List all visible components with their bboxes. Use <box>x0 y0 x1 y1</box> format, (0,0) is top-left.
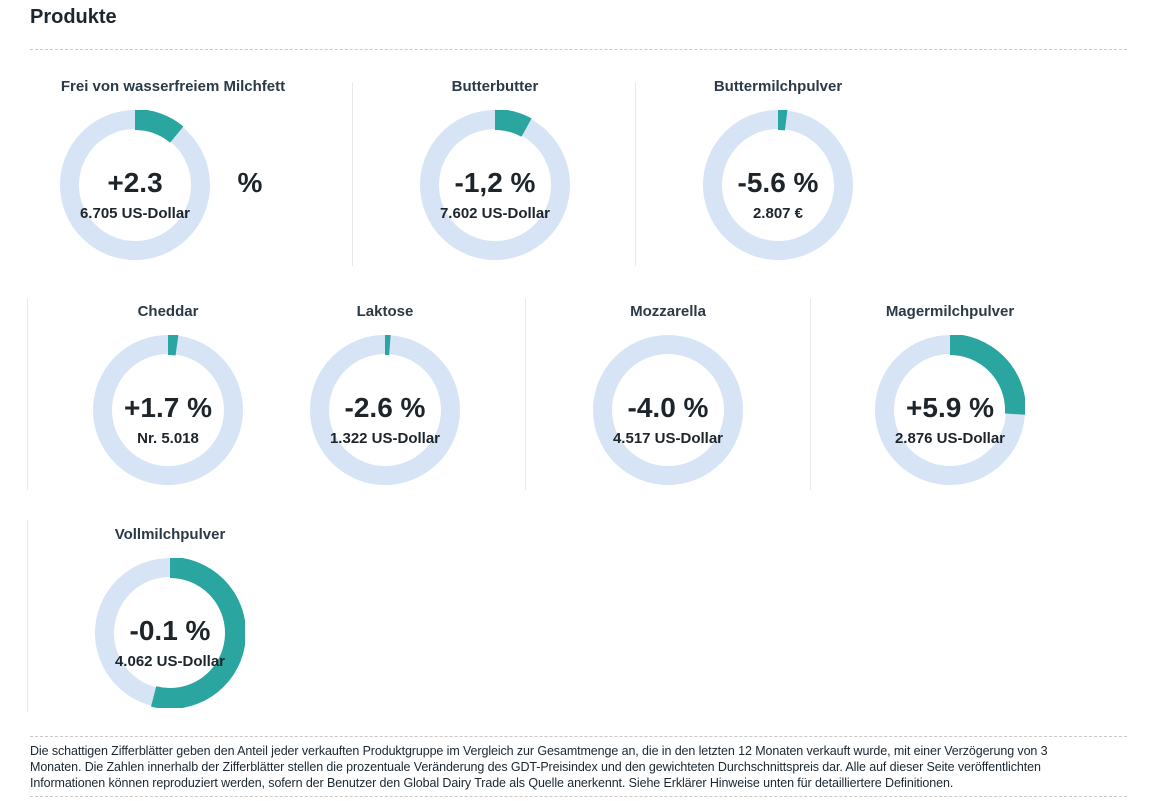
product-card: Mozzarella -4.0 % 4.517 US-Dollar <box>593 303 743 485</box>
donut-chart <box>703 110 853 260</box>
footnote-line: Informationen können reproduziert werden… <box>30 776 954 790</box>
donut-ring-background <box>593 335 743 485</box>
donut-chart <box>95 558 245 708</box>
product-name: Buttermilchpulver <box>713 78 843 95</box>
product-card: Laktose -2.6 % 1.322 US-Dollar <box>310 303 460 485</box>
average-price: 2.807 € <box>752 205 804 222</box>
product-name: Laktose <box>356 303 414 320</box>
product-card: Butterbutter -1,2 % 7.602 US-Dollar <box>420 78 570 260</box>
product-card: Vollmilchpulver -0.1 % 4.062 US-Dollar <box>95 526 245 708</box>
product-name: Mozzarella <box>630 303 706 320</box>
donut-chart <box>420 110 570 260</box>
footnote-line: Die schattigen Zifferblätter geben den A… <box>30 744 1048 758</box>
product-name: Frei von wasserfreiem Milchfett <box>60 78 286 95</box>
donut-share-arc <box>310 335 460 485</box>
separator-line <box>810 298 811 490</box>
separator-line <box>525 298 526 490</box>
donut-chart <box>93 335 243 485</box>
price-change-value: -0.1 % <box>129 615 211 646</box>
footer-dashed-divider <box>30 736 1127 737</box>
price-change-value: -1,2 % <box>454 167 536 198</box>
product-card: Magermilchpulver +5.9 % 2.876 US-Dollar <box>875 303 1025 485</box>
average-price: 4.517 US-Dollar <box>612 430 724 447</box>
footnote-line: Monaten. Die Zahlen innerhalb der Ziffer… <box>30 760 1041 774</box>
product-name: Vollmilchpulver <box>114 526 226 543</box>
product-name: Magermilchpulver <box>885 303 1015 320</box>
donut-share-arc <box>703 110 853 260</box>
donut-share-arc <box>95 558 245 708</box>
price-change-value: -2.6 % <box>344 392 426 423</box>
donut-chart <box>593 335 743 485</box>
product-card: Cheddar +1.7 % Nr. 5.018 <box>93 303 243 485</box>
footnote: Die schattigen Zifferblätter geben den A… <box>30 743 1158 791</box>
percent-suffix: % <box>237 167 263 198</box>
price-change-value: +1.7 % <box>124 392 212 423</box>
price-change-value: -4.0 % <box>627 392 709 423</box>
donut-chart <box>875 335 1025 485</box>
separator-line <box>27 298 28 490</box>
average-price: 4.062 US-Dollar <box>114 653 226 670</box>
product-name: Butterbutter <box>451 78 539 95</box>
average-price: Nr. 5.018 <box>137 430 199 447</box>
donut-chart <box>310 335 460 485</box>
price-change-value: +5.9 % <box>906 392 994 423</box>
bottom-dashed-divider <box>30 796 1127 797</box>
average-price: 6.705 US-Dollar <box>79 205 191 222</box>
price-change-value: -5.6 % <box>737 167 819 198</box>
top-dashed-divider <box>30 49 1127 50</box>
product-card: Buttermilchpulver -5.6 % 2.807 € <box>703 78 853 260</box>
page-title: Produkte <box>30 6 117 28</box>
donut-share-arc <box>93 335 243 485</box>
donut-share-arc <box>420 110 570 260</box>
separator-line <box>27 520 28 712</box>
separator-line <box>352 82 353 266</box>
product-card: Frei von wasserfreiem Milchfett +2.3 6.7… <box>60 78 285 260</box>
donut-chart <box>60 110 210 260</box>
product-name: Cheddar <box>137 303 199 320</box>
average-price: 7.602 US-Dollar <box>439 205 551 222</box>
donut-share-arc <box>875 335 1025 485</box>
separator-line <box>635 82 636 266</box>
price-change-value: +2.3 <box>107 167 163 198</box>
average-price: 1.322 US-Dollar <box>329 430 441 447</box>
donut-share-arc <box>60 110 210 260</box>
average-price: 2.876 US-Dollar <box>894 430 1006 447</box>
